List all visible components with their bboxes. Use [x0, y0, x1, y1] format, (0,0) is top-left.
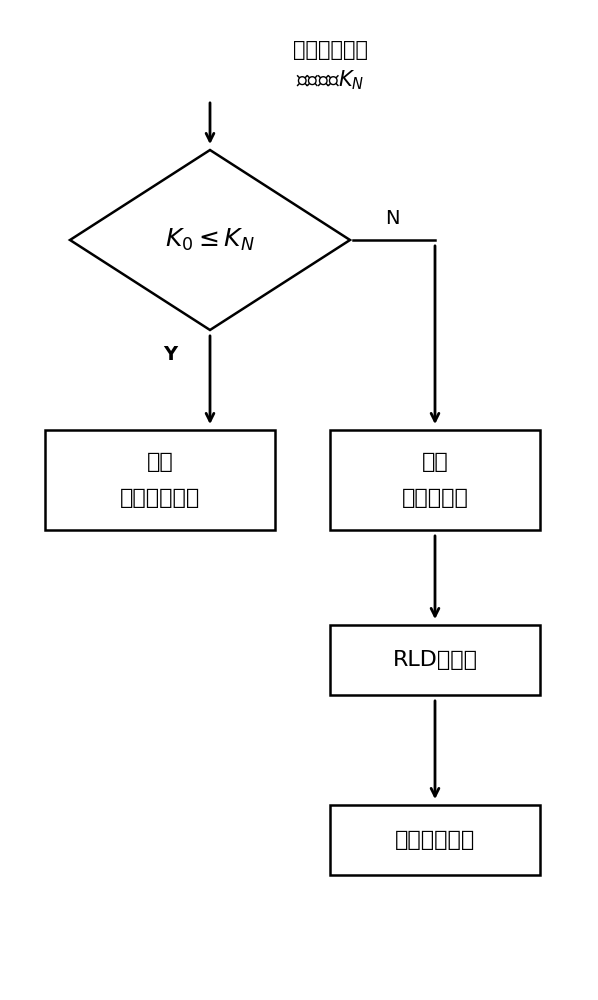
Bar: [45, 430, 275, 530]
Bar: [330, 430, 540, 530]
Text: 一次迭代补偿: 一次迭代补偿: [395, 830, 475, 850]
Bar: [330, 625, 540, 695]
Text: 采用: 采用: [147, 452, 173, 472]
Text: RLD预估算: RLD预估算: [392, 650, 477, 670]
Text: 传统补偿方法: 传统补偿方法: [120, 488, 200, 508]
Text: $K_0 \leq K_N$: $K_0 \leq K_N$: [165, 227, 255, 253]
Text: 计数比值$K_N$: 计数比值$K_N$: [296, 68, 364, 92]
Text: N: N: [385, 209, 399, 228]
Text: 成像过程参数: 成像过程参数: [292, 40, 368, 60]
Bar: [330, 805, 540, 875]
Text: 本发明方法: 本发明方法: [402, 488, 468, 508]
Text: Y: Y: [163, 346, 177, 364]
Text: 采用: 采用: [422, 452, 448, 472]
